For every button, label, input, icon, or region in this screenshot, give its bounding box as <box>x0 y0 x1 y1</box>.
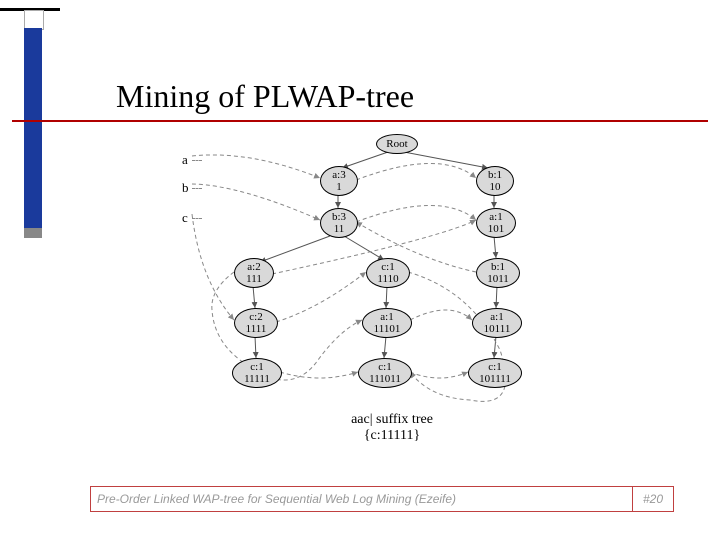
tree-node-n4: a:1101 <box>476 208 516 238</box>
dashed-edge <box>192 184 320 220</box>
node-code: 111011 <box>369 373 401 385</box>
dashed-edge <box>192 155 320 178</box>
solid-edge <box>260 236 330 262</box>
dashed-edge <box>410 372 468 378</box>
header-label-b: b <box>182 180 189 196</box>
tree-node-n11: c:111111 <box>232 358 282 388</box>
dashed-edge <box>356 205 476 222</box>
deco-gray-cap <box>24 228 42 238</box>
header-dash <box>192 188 202 190</box>
node-label: a:2 <box>247 261 260 273</box>
deco-box-1 <box>24 10 44 30</box>
node-label: b:3 <box>332 211 346 223</box>
tree-node-n5: a:2111 <box>234 258 274 288</box>
node-label: c:1 <box>250 361 263 373</box>
node-code: 11101 <box>374 323 401 335</box>
tree-node-n9: a:111101 <box>362 308 412 338</box>
solid-edge <box>404 152 488 168</box>
footer-page: #20 <box>643 492 663 506</box>
header-dash <box>192 218 202 220</box>
tree-node-n1: a:31 <box>320 166 358 196</box>
tree-node-n3: b:311 <box>320 208 358 238</box>
node-code: 101111 <box>479 373 511 385</box>
suffix-line2: {c:11111} <box>312 428 472 444</box>
tree-node-n10: a:110111 <box>472 308 522 338</box>
node-label: c:1 <box>488 361 501 373</box>
dashed-edge <box>356 163 476 180</box>
tree-node-n7: b:11011 <box>476 258 520 288</box>
solid-edge <box>494 236 496 258</box>
tree-node-n2: b:110 <box>476 166 514 196</box>
node-label: a:3 <box>332 169 345 181</box>
footer-caption-box: Pre-Order Linked WAP-tree for Sequential… <box>90 486 637 512</box>
node-label: b:1 <box>488 169 502 181</box>
node-code: 111 <box>246 273 262 285</box>
node-code: 10111 <box>484 323 511 335</box>
node-code: 1110 <box>377 273 398 285</box>
node-code: 11111 <box>244 373 270 385</box>
suffix-line1: aac| suffix tree <box>312 412 472 428</box>
dashed-edge <box>192 214 234 320</box>
node-label: b:1 <box>491 261 505 273</box>
node-label: c:2 <box>249 311 262 323</box>
suffix-tree-label: aac| suffix tree{c:11111} <box>312 412 472 444</box>
header-label-c: c <box>182 210 188 226</box>
footer-page-box: #20 <box>632 486 674 512</box>
tree-node-n12: c:1111011 <box>358 358 412 388</box>
solid-edge <box>253 286 255 308</box>
tree-node-n6: c:11110 <box>366 258 410 288</box>
dashed-edge <box>410 310 472 320</box>
page-title: Mining of PLWAP-tree <box>116 78 414 115</box>
node-label: c:1 <box>378 361 391 373</box>
title-underline <box>12 120 708 122</box>
solid-edge <box>255 336 256 358</box>
node-code: 1011 <box>487 273 509 285</box>
node-label: c:1 <box>381 261 394 273</box>
node-code: 1 <box>336 181 342 193</box>
root-node: Root <box>376 134 418 154</box>
node-label: a:1 <box>489 211 502 223</box>
footer-caption: Pre-Order Linked WAP-tree for Sequential… <box>97 492 456 506</box>
solid-edge <box>494 336 496 358</box>
tree-node-n13: c:1101111 <box>468 358 522 388</box>
dashed-edge <box>280 372 358 378</box>
solid-edge <box>496 286 497 308</box>
header-label-a: a <box>182 152 188 168</box>
header-dash <box>192 160 202 162</box>
node-label: a:1 <box>490 311 503 323</box>
solid-edge <box>386 286 387 308</box>
node-code: 101 <box>488 223 505 235</box>
node-label: a:1 <box>380 311 393 323</box>
tree-node-n8: c:21111 <box>234 308 278 338</box>
node-code: 11 <box>334 223 345 235</box>
solid-edge <box>342 152 388 168</box>
solid-edge <box>384 336 386 358</box>
solid-edge <box>344 236 384 260</box>
node-code: 1111 <box>246 323 267 335</box>
dashed-edge <box>276 272 366 322</box>
deco-blue-bar <box>24 28 42 228</box>
plwap-tree-diagram: Rootabca:31b:110b:311a:1101a:2111c:11110… <box>140 130 600 470</box>
node-code: 10 <box>490 181 501 193</box>
